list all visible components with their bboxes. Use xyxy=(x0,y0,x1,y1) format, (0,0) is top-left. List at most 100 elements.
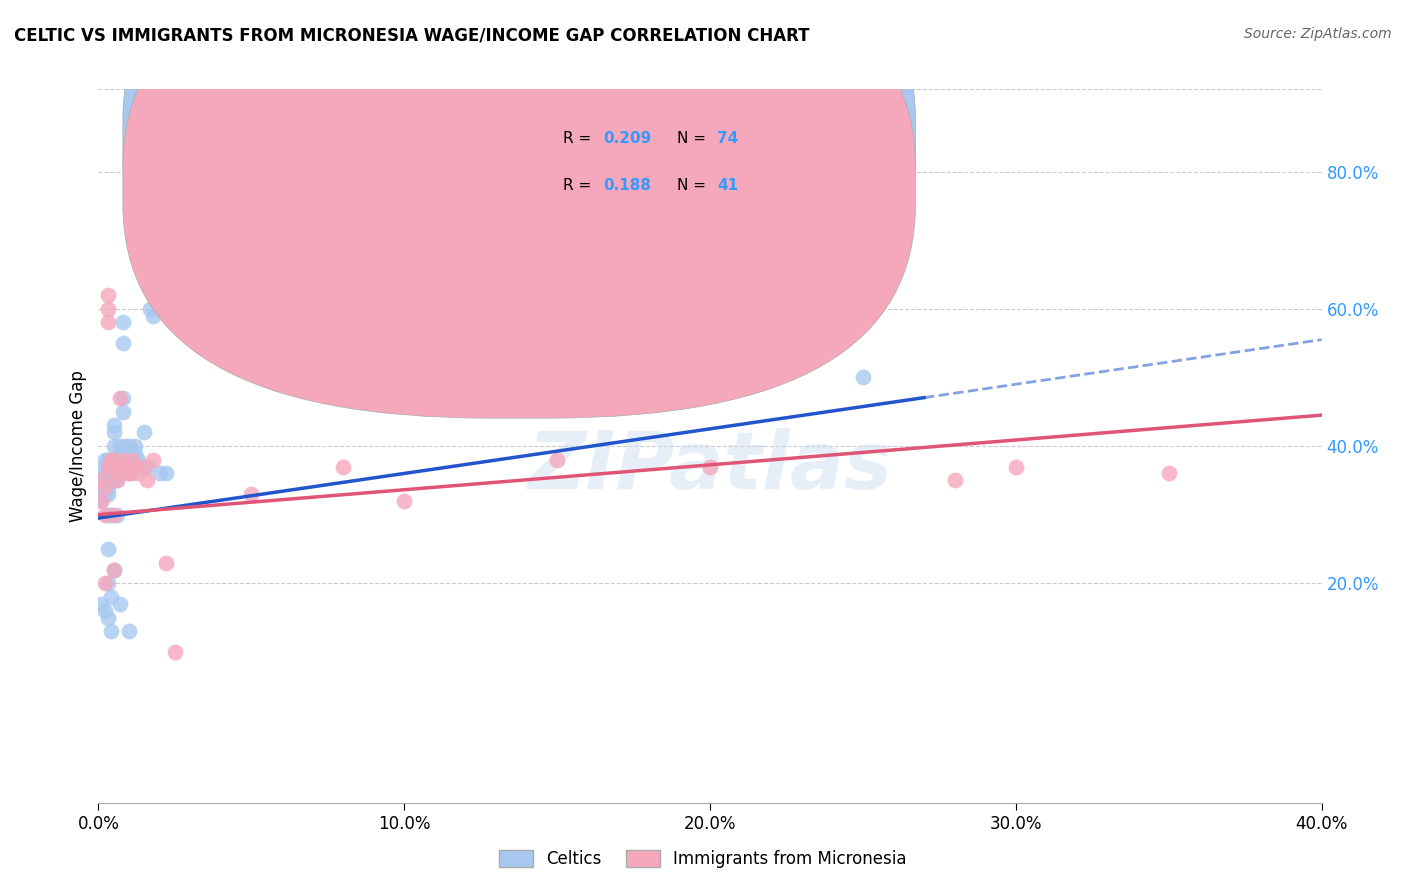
Point xyxy=(118,459,141,474)
Point xyxy=(118,624,141,639)
Point xyxy=(115,439,138,453)
Point xyxy=(103,473,125,487)
Point xyxy=(124,439,146,453)
Text: 0.209: 0.209 xyxy=(603,131,652,146)
Point xyxy=(97,452,120,467)
FancyBboxPatch shape xyxy=(122,0,915,418)
Point xyxy=(108,467,131,481)
FancyBboxPatch shape xyxy=(465,107,796,214)
Point xyxy=(90,473,112,487)
Point xyxy=(852,370,875,384)
Point xyxy=(111,391,134,405)
Point xyxy=(105,473,128,487)
Point xyxy=(97,316,120,330)
Point xyxy=(118,467,141,481)
Point xyxy=(103,562,125,576)
Point xyxy=(103,459,125,474)
Point xyxy=(103,452,125,467)
Point xyxy=(93,459,115,474)
Point xyxy=(118,446,141,460)
Point xyxy=(100,452,122,467)
Point xyxy=(97,459,120,474)
Point xyxy=(108,459,131,474)
Point xyxy=(108,439,131,453)
Point xyxy=(155,556,177,570)
Point xyxy=(111,405,134,419)
Point xyxy=(97,473,120,487)
Point xyxy=(121,467,143,481)
Point xyxy=(103,439,125,453)
Point xyxy=(699,459,721,474)
Point xyxy=(142,309,165,323)
Point xyxy=(111,452,134,467)
Point xyxy=(93,480,115,494)
Point xyxy=(93,473,115,487)
Point xyxy=(111,336,134,351)
Point xyxy=(93,452,115,467)
Point xyxy=(115,452,138,467)
Point xyxy=(108,391,131,405)
Point xyxy=(108,459,131,474)
Point xyxy=(97,487,120,501)
Point xyxy=(97,467,120,481)
Point xyxy=(97,288,120,302)
Point xyxy=(111,459,134,474)
Point xyxy=(108,597,131,611)
Point xyxy=(115,459,138,474)
Point xyxy=(111,316,134,330)
Text: 41: 41 xyxy=(717,178,738,193)
Point xyxy=(121,452,143,467)
Point xyxy=(103,508,125,522)
Point xyxy=(93,467,115,481)
Point xyxy=(100,624,122,639)
Point xyxy=(118,439,141,453)
Point xyxy=(240,487,263,501)
Point xyxy=(90,487,112,501)
Point xyxy=(97,541,120,556)
Point xyxy=(105,452,128,467)
Point xyxy=(392,494,416,508)
Point xyxy=(139,301,162,316)
Point xyxy=(93,576,115,591)
Point xyxy=(134,425,156,440)
Point xyxy=(105,473,128,487)
Point xyxy=(136,459,159,474)
Point xyxy=(97,301,120,316)
Text: CELTIC VS IMMIGRANTS FROM MICRONESIA WAGE/INCOME GAP CORRELATION CHART: CELTIC VS IMMIGRANTS FROM MICRONESIA WAG… xyxy=(14,27,810,45)
Point xyxy=(105,467,128,481)
Point xyxy=(127,467,149,481)
Point xyxy=(105,508,128,522)
Y-axis label: Wage/Income Gap: Wage/Income Gap xyxy=(69,370,87,522)
Point xyxy=(943,473,966,487)
Point xyxy=(332,459,354,474)
Point xyxy=(108,452,131,467)
Point xyxy=(90,494,112,508)
Point xyxy=(103,459,125,474)
Point xyxy=(93,480,115,494)
Point xyxy=(105,459,128,474)
Point xyxy=(103,562,125,576)
Point xyxy=(121,459,143,474)
Point xyxy=(100,508,122,522)
Point xyxy=(108,446,131,460)
Text: N =: N = xyxy=(678,178,711,193)
Point xyxy=(93,604,115,618)
Point xyxy=(105,452,128,467)
Point xyxy=(100,467,122,481)
Point xyxy=(1004,459,1026,474)
Point xyxy=(93,508,115,522)
Point xyxy=(97,459,120,474)
Point xyxy=(124,446,146,460)
Text: Source: ZipAtlas.com: Source: ZipAtlas.com xyxy=(1244,27,1392,41)
Point xyxy=(1157,467,1180,481)
Text: 0.188: 0.188 xyxy=(603,178,651,193)
Point xyxy=(103,418,125,433)
Point xyxy=(136,473,159,487)
Point xyxy=(103,425,125,440)
Point xyxy=(149,467,172,481)
Point xyxy=(118,467,141,481)
Point xyxy=(163,645,186,659)
Point xyxy=(546,452,568,467)
FancyBboxPatch shape xyxy=(122,0,915,371)
Point xyxy=(100,473,122,487)
